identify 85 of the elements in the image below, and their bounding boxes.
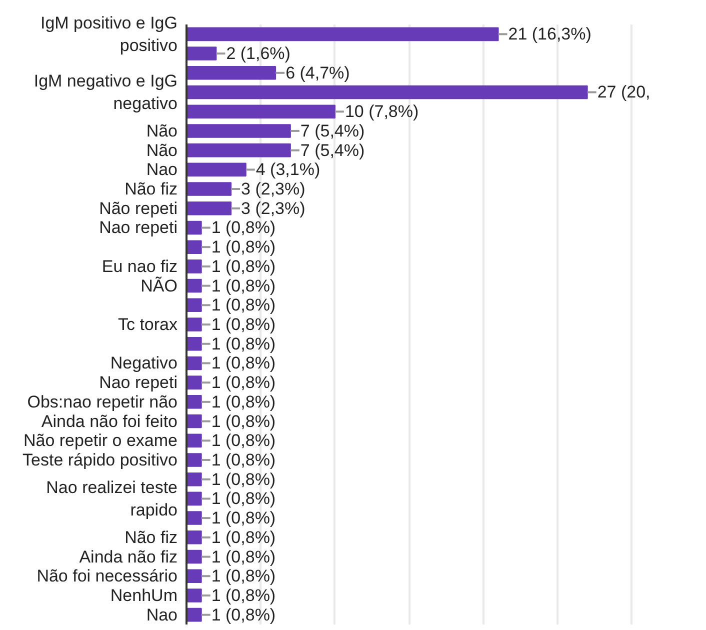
data-label: 1 (0,8%) (211, 528, 276, 547)
data-label: 1 (0,8%) (211, 276, 276, 296)
data-label: 6 (4,7%) (286, 63, 350, 82)
data-label: 1 (0,8%) (211, 218, 276, 238)
bar (186, 260, 202, 274)
data-label: 1 (0,8%) (211, 334, 276, 354)
bar (186, 356, 202, 370)
bar (186, 336, 202, 351)
y-tick-label: Não (146, 140, 178, 160)
bar (186, 124, 291, 138)
y-tick-label: Nao (146, 605, 178, 624)
y-tick-label: Ainda não fiz (79, 547, 178, 566)
y-tick-label: NenhUm (110, 586, 178, 605)
data-label: 1 (0,8%) (211, 547, 276, 566)
y-tick-label: IgM positivo e IgG positivo (40, 13, 178, 56)
data-label: 2 (1,6%) (226, 44, 290, 64)
y-tick-label: Não fiz (124, 528, 178, 547)
bar (186, 240, 202, 254)
data-label: 10 (7,8%) (344, 102, 419, 122)
data-label: 1 (0,8%) (211, 354, 276, 373)
data-label: 1 (0,8%) (211, 450, 276, 470)
data-label: 3 (2,3%) (241, 198, 306, 218)
bar (186, 608, 202, 622)
y-tick-label: Teste rápido positivo (22, 450, 178, 470)
y-tick-label: Eu nao fiz (102, 256, 178, 276)
bar (186, 376, 202, 390)
data-label: 1 (0,8%) (211, 296, 276, 315)
bar (186, 46, 217, 60)
y-tick-label: Obs:nao repetir não (27, 392, 178, 412)
bar (186, 27, 499, 42)
y-tick-label: Nao repeti (99, 218, 178, 238)
bar (186, 530, 202, 544)
bar (186, 278, 202, 293)
y-tick-label: Não repetir o exame (23, 431, 178, 450)
data-label: 1 (0,8%) (211, 412, 276, 431)
bar (186, 550, 202, 564)
bar (186, 318, 202, 332)
y-tick-label: Nao repeti (99, 373, 178, 392)
bar (186, 298, 202, 312)
bar (186, 220, 202, 235)
y-tick-label: Não repeti (99, 198, 178, 218)
y-tick-label: Negativo (110, 354, 178, 373)
bar (186, 104, 336, 118)
bar (186, 66, 276, 80)
data-label: 1 (0,8%) (211, 470, 276, 489)
data-label: 3 (2,3%) (241, 180, 306, 199)
bar (186, 472, 202, 486)
data-label: 1 (0,8%) (211, 392, 276, 412)
data-label: 1 (0,8%) (211, 489, 276, 508)
bar (186, 143, 291, 158)
data-label: 27 (20, (597, 82, 650, 102)
data-label: 1 (0,8%) (211, 586, 276, 605)
bar (186, 511, 202, 525)
data-label: 7 (5,4%) (300, 121, 365, 140)
y-tick-label: Tc torax (118, 315, 178, 334)
data-label: 1 (0,8%) (211, 373, 276, 392)
data-label: 1 (0,8%) (211, 238, 276, 257)
bar (186, 85, 588, 100)
bar (186, 492, 202, 506)
bar (186, 182, 232, 196)
y-tick-label: Não fiz (124, 180, 178, 199)
y-tick-label: Ainda não foi feito (41, 412, 178, 431)
bar (186, 434, 202, 448)
bar (186, 414, 202, 428)
y-tick-label: NÃO (140, 276, 178, 296)
y-tick-label: IgM negativo e IgG negativo (34, 71, 178, 114)
bar (186, 453, 202, 467)
data-label: 1 (0,8%) (211, 508, 276, 528)
y-tick-label: Nao (146, 160, 178, 180)
data-label: 1 (0,8%) (211, 431, 276, 450)
y-tick-label: Nao realizei teste rapido (46, 478, 178, 520)
data-label: 4 (3,1%) (256, 160, 320, 180)
bar (186, 569, 202, 583)
data-label: 1 (0,8%) (211, 605, 276, 624)
data-label: 1 (0,8%) (211, 566, 276, 586)
y-tick-label: Não foi necessário (36, 566, 178, 586)
data-label: 21 (16,3%) (508, 24, 592, 44)
bar (186, 201, 232, 216)
bar (186, 395, 202, 409)
bar (186, 162, 246, 177)
data-label: 1 (0,8%) (211, 256, 276, 276)
bar (186, 588, 202, 602)
y-tick-label: Não (146, 121, 178, 140)
data-label: 1 (0,8%) (211, 315, 276, 334)
data-label: 7 (5,4%) (300, 140, 365, 160)
